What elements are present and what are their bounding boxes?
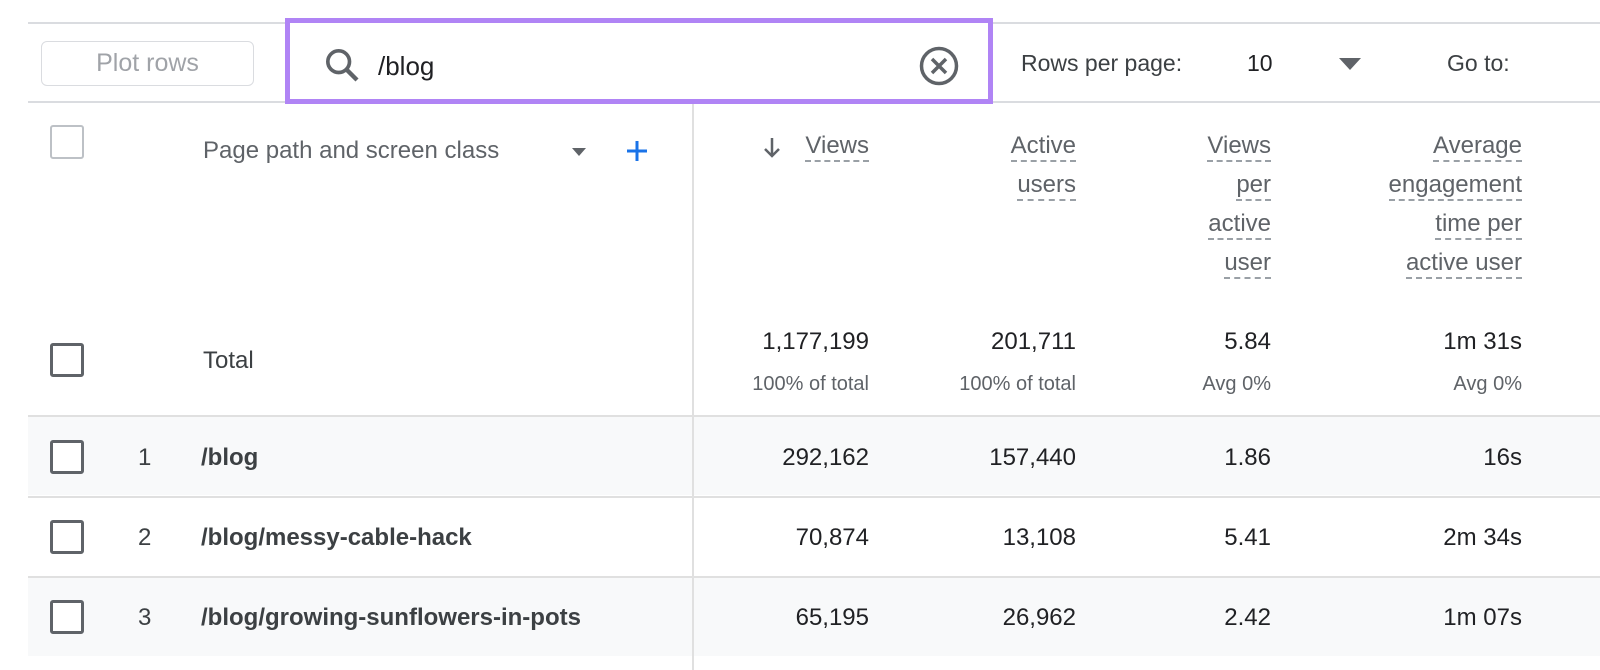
sort-descending-icon xyxy=(764,138,780,158)
row-page-path[interactable]: /blog/growing-sunflowers-in-pots xyxy=(201,604,581,631)
total-active-users-sub: 100% of total xyxy=(959,373,1076,395)
row-page-path[interactable]: /blog xyxy=(201,444,259,471)
go-to-label: Go to: xyxy=(1447,50,1510,76)
row-value: 16s xyxy=(1483,444,1522,471)
column-header-active-users[interactable]: Active users xyxy=(1010,126,1076,204)
total-label: Total xyxy=(203,347,254,374)
add-dimension-icon[interactable] xyxy=(625,139,649,163)
rows-per-page-select[interactable]: 10 xyxy=(1247,50,1273,76)
row-value: 26,962 xyxy=(1002,604,1076,631)
total-checkbox[interactable] xyxy=(50,343,84,377)
total-views: 1,177,199 xyxy=(762,328,869,355)
row-checkbox[interactable] xyxy=(50,440,84,474)
total-avg-engagement: 1m 31s xyxy=(1443,328,1522,355)
row-value: 13,108 xyxy=(1002,524,1076,551)
row-value: 65,195 xyxy=(795,604,869,631)
column-header-views[interactable]: Views xyxy=(805,126,869,165)
column-divider xyxy=(692,104,694,670)
row-checkbox[interactable] xyxy=(50,600,84,634)
row-page-path[interactable]: /blog/messy-cable-hack xyxy=(201,524,472,551)
dimension-header[interactable]: Page path and screen class xyxy=(203,137,500,164)
total-views-per-user: 5.84 xyxy=(1224,328,1271,355)
total-active-users: 201,711 xyxy=(991,328,1076,355)
chevron-down-icon[interactable] xyxy=(1339,58,1361,70)
total-views-per-user-sub: Avg 0% xyxy=(1202,373,1271,395)
row-value: 1.86 xyxy=(1224,444,1271,471)
row-checkbox[interactable] xyxy=(50,520,84,554)
column-divider xyxy=(692,415,694,670)
row-value: 5.41 xyxy=(1224,524,1271,551)
total-avg-engagement-sub: Avg 0% xyxy=(1453,373,1522,395)
search-input[interactable]: /blog xyxy=(378,51,435,81)
row-index: 2 xyxy=(138,524,152,551)
row-index: 1 xyxy=(138,444,152,471)
rows-per-page-label: Rows per page: xyxy=(1021,50,1183,76)
clear-search-icon[interactable] xyxy=(918,45,960,87)
select-all-checkbox[interactable] xyxy=(50,125,84,159)
row-value: 292,162 xyxy=(782,444,869,471)
column-header-views-per-user[interactable]: Views per active user xyxy=(1207,126,1271,282)
row-value: 70,874 xyxy=(795,524,869,551)
row-value: 1m 07s xyxy=(1443,604,1522,631)
total-views-sub: 100% of total xyxy=(752,373,869,395)
table-row xyxy=(28,576,1600,656)
table-row xyxy=(28,496,1600,576)
row-index: 3 xyxy=(138,604,152,631)
search-icon xyxy=(326,49,359,82)
row-value: 157,440 xyxy=(989,444,1076,471)
column-header-avg-engagement[interactable]: Average engagement time per active user xyxy=(1388,126,1522,282)
dimension-dropdown-icon[interactable] xyxy=(572,148,586,156)
table-row xyxy=(28,415,1600,495)
row-value: 2.42 xyxy=(1224,604,1271,631)
plot-rows-button[interactable]: Plot rows xyxy=(41,41,254,86)
search-box[interactable]: /blog xyxy=(285,18,993,104)
row-value: 2m 34s xyxy=(1443,524,1522,551)
